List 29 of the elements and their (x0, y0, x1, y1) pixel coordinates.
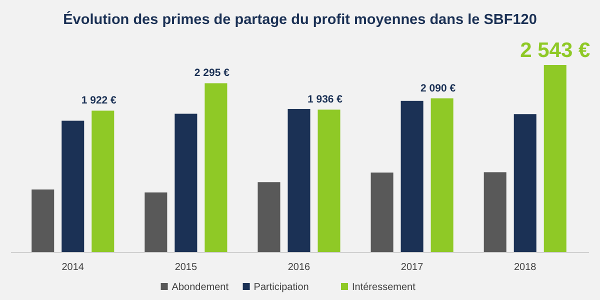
bar (400, 100, 424, 252)
bar (204, 83, 228, 252)
bar (92, 110, 114, 252)
data-label: 1 936 € (307, 94, 343, 106)
bar (62, 120, 84, 252)
bar (258, 182, 280, 252)
data-label: 2 090 € (420, 82, 456, 94)
bar (32, 189, 54, 252)
x-tick-label: 2015 (174, 262, 198, 273)
data-label: 1 922 € (81, 94, 117, 107)
bar (544, 65, 566, 252)
x-tick-label: 2014 (62, 262, 84, 273)
bar (318, 110, 340, 252)
x-tick-label: 2017 (400, 262, 424, 273)
bar (514, 114, 536, 252)
bar (430, 98, 454, 252)
data-label: 2 543 € (520, 39, 590, 62)
x-tick-label: 2016 (288, 262, 311, 273)
bar (144, 192, 168, 252)
bar (174, 114, 198, 252)
bar (484, 172, 506, 252)
data-label: 2 295 € (194, 67, 230, 80)
legend-label: Intéressement (352, 282, 416, 293)
bar (288, 108, 310, 252)
bar (370, 172, 394, 252)
chart-title: Évolution des primes de partage du profit moyennes dans le SBF120 (63, 11, 537, 28)
legend-label: Abondement (172, 282, 229, 293)
x-tick-label: 2018 (514, 262, 537, 273)
legend-label: Participation (254, 282, 309, 293)
